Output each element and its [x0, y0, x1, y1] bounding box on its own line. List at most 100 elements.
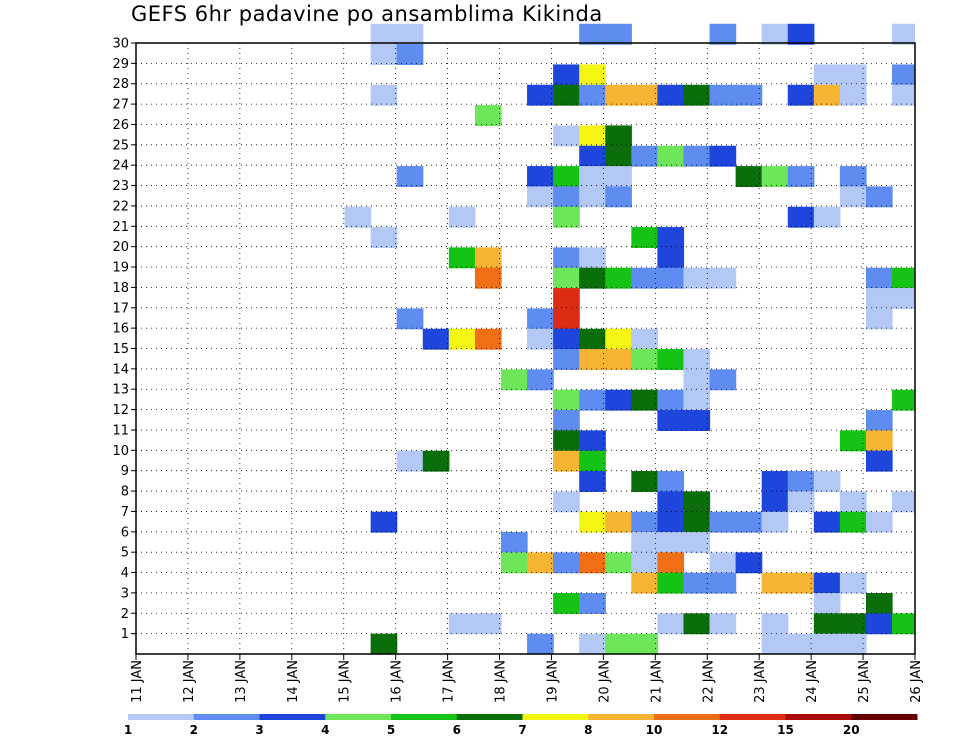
heatmap-cell	[813, 633, 841, 655]
heatmap-cell	[865, 308, 893, 330]
colorbar-segment	[654, 714, 721, 720]
heatmap-cell	[553, 410, 580, 431]
heatmap-cell	[657, 410, 685, 431]
heatmap-cell	[605, 23, 632, 45]
heatmap-cell	[839, 84, 867, 106]
y-tick-label: 26	[112, 118, 129, 133]
heatmap-cell	[553, 84, 580, 106]
heatmap-cell	[657, 552, 685, 574]
heatmap-cell	[865, 430, 893, 452]
heatmap-cell	[839, 166, 867, 188]
y-tick-label: 10	[112, 444, 129, 459]
heatmap-cell	[605, 125, 632, 147]
heatmap-cell	[579, 593, 606, 614]
heatmap-cell	[683, 84, 711, 106]
colorbar-label: 12	[711, 723, 728, 737]
heatmap-cell	[396, 23, 424, 45]
heatmap-cell	[370, 633, 398, 655]
heatmap-cell	[474, 105, 502, 127]
heatmap-cell	[422, 328, 450, 350]
heatmap-cell	[735, 511, 763, 533]
heatmap-cell	[448, 613, 476, 635]
heatmap-cell	[579, 328, 606, 350]
colorbar-segment	[522, 714, 589, 720]
colorbar-segment	[719, 714, 786, 720]
heatmap-cell	[474, 328, 502, 350]
colorbar: 1 2 3 4 5 6 7 8 10 12 15 20	[124, 714, 918, 737]
heatmap-cell	[892, 64, 915, 86]
heatmap-cell	[448, 328, 476, 350]
heatmap-cell	[631, 389, 658, 411]
colorbar-segment	[456, 714, 523, 720]
heatmap-cell	[631, 552, 658, 574]
heatmap-cell	[839, 491, 867, 513]
y-tick-label: 4	[121, 566, 129, 581]
heatmap-cell	[892, 613, 915, 635]
heatmap-cell	[839, 186, 867, 208]
y-tick-label: 22	[112, 199, 129, 214]
heatmap-cell	[813, 206, 841, 228]
colorbar-label: 4	[321, 723, 329, 737]
y-tick-label: 16	[112, 322, 129, 337]
heatmap-cell	[787, 166, 815, 188]
heatmap-cell	[709, 552, 737, 574]
heatmap-cell	[735, 552, 763, 574]
heatmap-cell	[657, 389, 685, 411]
heatmap-cell	[631, 572, 658, 594]
heatmap-cell	[813, 572, 841, 594]
heatmap-cell	[657, 227, 685, 248]
heatmap-cell	[553, 450, 580, 472]
heatmap-cell	[761, 166, 789, 188]
colorbar-label: 10	[646, 723, 663, 737]
x-tick-label: 20 JAN	[597, 660, 612, 703]
y-tick-label: 2	[121, 607, 129, 622]
heatmap-cell	[709, 572, 737, 594]
heatmap-cell	[683, 369, 711, 391]
heatmap-cells	[344, 23, 915, 655]
heatmap-cell	[631, 511, 658, 533]
colorbar-segment	[391, 714, 458, 720]
heatmap-cell	[787, 206, 815, 228]
heatmap-cell	[709, 369, 737, 391]
y-tick-label: 18	[112, 281, 129, 296]
heatmap-cell	[579, 166, 606, 188]
x-axis: 11 JAN 12 JAN 13 JAN 14 JAN 15 JAN 16 JAN 17 J…	[130, 654, 924, 703]
y-tick-label: 27	[112, 98, 129, 113]
heatmap-cell	[422, 450, 450, 472]
plot-grid	[136, 42, 915, 654]
heatmap-cell	[579, 84, 606, 106]
y-tick-label: 12	[112, 403, 129, 418]
heatmap-cell	[735, 84, 763, 106]
heatmap-cell	[683, 145, 711, 167]
colorbar-segment	[588, 714, 655, 720]
heatmap-cell	[579, 125, 606, 147]
heatmap-cell	[892, 389, 915, 411]
heatmap-cell	[605, 328, 632, 350]
heatmap-cell	[709, 145, 737, 167]
heatmap-cell	[839, 572, 867, 594]
heatmap-cell	[631, 84, 658, 106]
heatmap-cell	[396, 450, 424, 472]
heatmap-cell	[761, 572, 789, 594]
heatmap-cell	[527, 84, 554, 106]
heatmap-cell	[761, 633, 789, 655]
heatmap-cell	[839, 430, 867, 452]
colorbar-label: 5	[387, 723, 395, 737]
heatmap-cell	[579, 186, 606, 208]
heatmap-cell	[761, 511, 789, 533]
heatmap-cell	[683, 491, 711, 513]
x-tick-label: 12 JAN	[182, 660, 197, 703]
heatmap-cell	[553, 430, 580, 452]
heatmap-cell	[865, 593, 893, 614]
heatmap-cell	[579, 511, 606, 533]
heatmap-cell	[761, 471, 789, 492]
heatmap-cell	[787, 633, 815, 655]
heatmap-cell	[813, 613, 841, 635]
y-tick-label: 7	[121, 505, 129, 520]
heatmap-cell	[657, 349, 685, 370]
x-tick-label: 15 JAN	[338, 660, 353, 703]
heatmap-cell	[553, 166, 580, 188]
heatmap-cell	[761, 491, 789, 513]
heatmap-cell	[657, 511, 685, 533]
y-tick-label: 9	[121, 464, 129, 479]
